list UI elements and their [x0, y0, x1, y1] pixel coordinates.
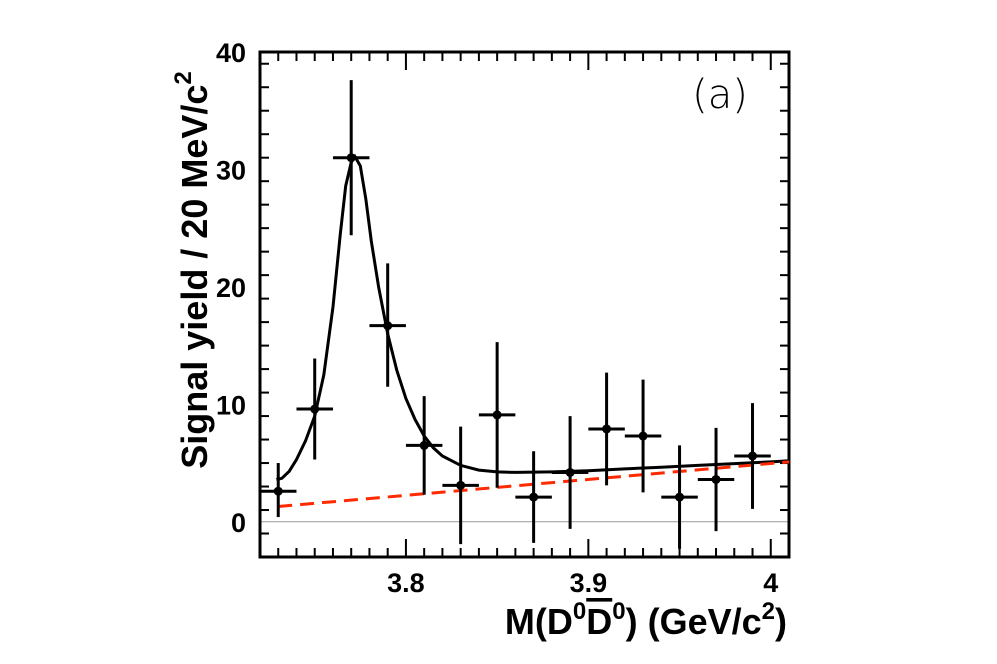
- data-point: [697, 427, 735, 532]
- y-axis-title: Signal yield / 20 MeV/c2: [170, 71, 215, 469]
- data-point: [515, 451, 552, 543]
- data-marker: [273, 486, 283, 496]
- total-fit-line: [276, 153, 790, 481]
- data-point: [332, 80, 370, 236]
- y-tick-label: 20: [216, 273, 246, 303]
- data-marker: [492, 410, 502, 420]
- data-point: [588, 372, 625, 486]
- data-point: [734, 403, 771, 509]
- y-tick-label: 30: [216, 155, 246, 185]
- data-point: [442, 426, 479, 545]
- x-axis-title: M(D0D0) (GeV/c2): [505, 598, 787, 642]
- data-point: [661, 445, 698, 549]
- data-point: [260, 463, 297, 518]
- data-point: [369, 263, 406, 387]
- panel-label: (a): [692, 72, 748, 118]
- y-tick-label: 10: [216, 390, 246, 420]
- x-tick-label: 4: [763, 568, 778, 598]
- data-point: [405, 396, 443, 495]
- x-tick-label: 3.9: [570, 568, 608, 598]
- data-point: [624, 379, 662, 493]
- data-marker: [419, 440, 429, 450]
- data-marker: [711, 474, 721, 484]
- data-marker: [310, 404, 320, 414]
- background-fit-line: [278, 460, 790, 508]
- data-marker: [383, 321, 393, 331]
- plot-frame: [258, 50, 791, 559]
- data-marker: [456, 480, 466, 490]
- y-tick-label: 40: [216, 38, 246, 68]
- data-marker: [346, 153, 356, 163]
- data-point: [478, 342, 516, 488]
- data-point: [296, 358, 333, 460]
- data-marker: [675, 492, 685, 502]
- data-marker: [748, 451, 758, 461]
- data-point: [551, 416, 589, 529]
- data-marker: [602, 424, 612, 434]
- data-marker: [565, 467, 575, 477]
- data-marker: [529, 492, 539, 502]
- y-tick-label: 0: [231, 508, 246, 538]
- data-marker: [638, 431, 648, 441]
- x-tick-label: 3.8: [387, 568, 425, 598]
